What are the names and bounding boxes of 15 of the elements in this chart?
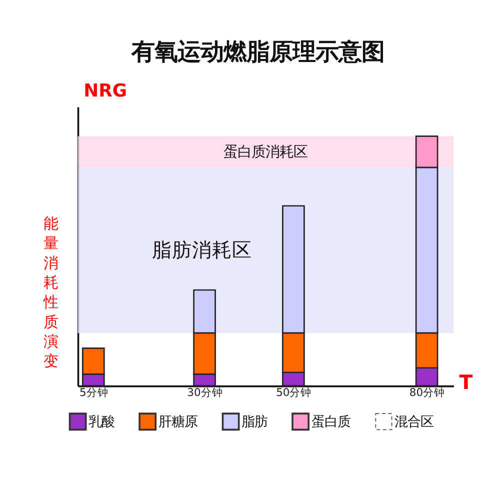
band-label: 蛋白质消耗区 bbox=[224, 144, 308, 160]
legend-label: 乳酸 bbox=[88, 415, 115, 430]
text: 能量消耗性质演变 bbox=[42, 214, 58, 370]
legend-label: 脂肪 bbox=[242, 415, 268, 430]
x-tick-label: 50分钟 bbox=[276, 386, 312, 400]
legend-label: 混合区 bbox=[394, 415, 434, 430]
legend-label: 蛋白质 bbox=[311, 415, 350, 430]
x-axis-title: T bbox=[459, 370, 474, 394]
x-tick-label: 80分钟 bbox=[409, 386, 446, 400]
band-label: 脂肪消耗区 bbox=[152, 238, 252, 262]
chart-title: 有氧运动燃脂原理示意图 bbox=[130, 38, 384, 66]
y-axis-title: NRG bbox=[84, 80, 128, 102]
legend-label: 肝糖原 bbox=[158, 415, 198, 430]
x-tick-label: 5分钟 bbox=[79, 386, 108, 400]
x-tick-label: 30分钟 bbox=[187, 386, 223, 400]
